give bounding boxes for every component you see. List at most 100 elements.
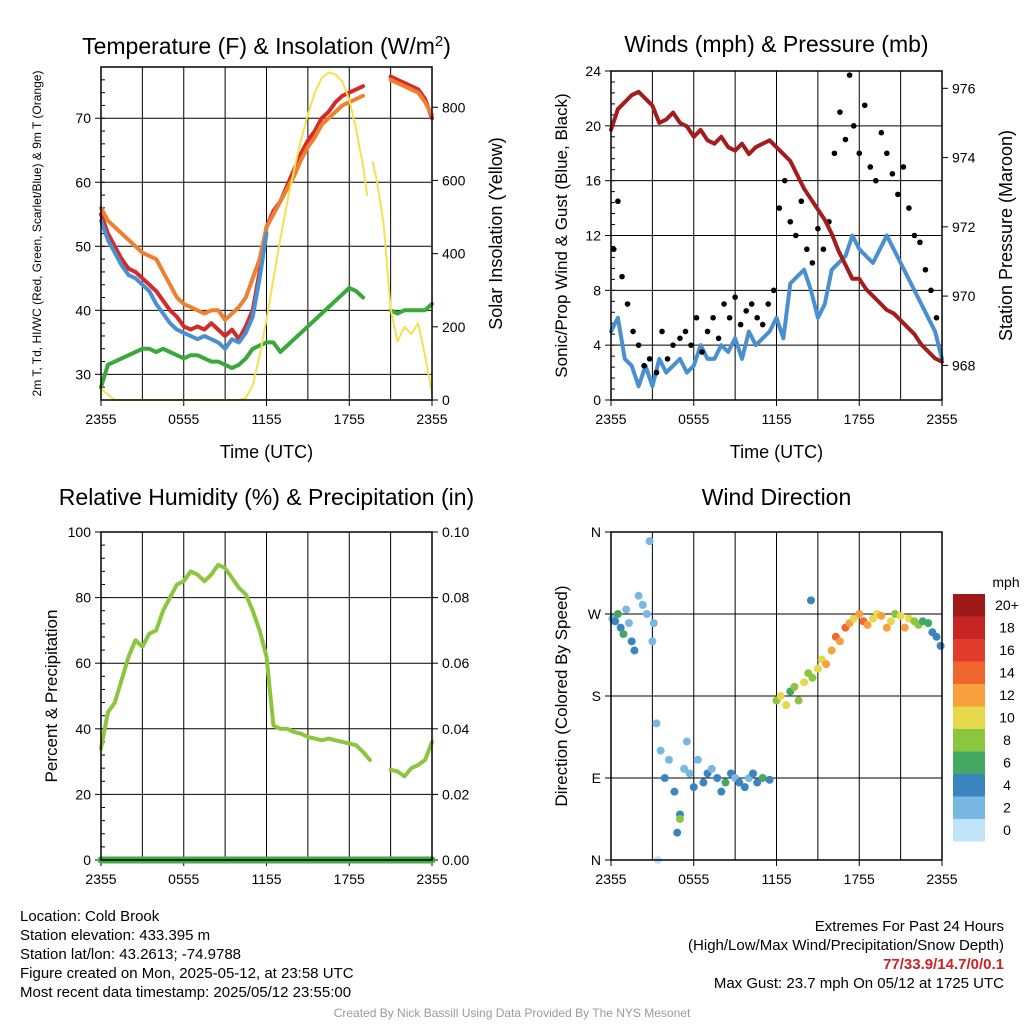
wind-direction-point — [882, 623, 891, 632]
x-tick-label: 1155 — [761, 871, 791, 887]
x-tick-label: 1755 — [334, 871, 365, 887]
extremes-subtitle: (High/Low/Max Wind/Precipitation/Snow De… — [688, 937, 1004, 954]
y-axis-label: 2m T, Td, HI/WC (Red, Green, Scarlet/Blu… — [30, 71, 44, 397]
series-point-gust — [699, 349, 705, 355]
series-line-td — [99, 285, 434, 390]
series-point-gust — [895, 191, 901, 198]
series-point-gust — [850, 123, 857, 129]
y-tick-label: 100 — [68, 524, 92, 540]
colorbar-label: 10 — [999, 710, 1015, 726]
wind-direction-point — [776, 692, 785, 700]
colorbar-swatch — [953, 729, 985, 752]
series-point-gust — [798, 198, 805, 205]
y-tick-label: 40 — [75, 302, 91, 318]
wind-direction-point — [611, 617, 620, 626]
series-line-relative-humidity — [99, 562, 434, 779]
series-point-gust — [682, 328, 689, 335]
y-tick-label: 24 — [585, 63, 601, 79]
y-tick-label: 0 — [83, 852, 91, 868]
series-point-gust — [732, 294, 738, 300]
series-point-gust — [846, 72, 853, 78]
y-right-axis-label: Solar Insolation (Yellow) — [486, 137, 506, 329]
y-right-tick-label: 976 — [952, 80, 976, 96]
x-tick-label: 2355 — [85, 871, 116, 887]
wind-direction-point — [642, 610, 651, 618]
series-point-gust — [900, 164, 907, 170]
y-tick-label: 8 — [593, 282, 601, 298]
series-point-gust — [743, 308, 749, 314]
wind-direction-point — [790, 682, 799, 691]
y-axis-label: Sonic/Prop Wind & Gust (Blue, Black) — [552, 93, 571, 377]
wind-direction-point — [675, 815, 684, 823]
wind-direction-point — [782, 701, 791, 710]
series-point-gust — [754, 314, 760, 321]
y-right-tick-label: 800 — [442, 99, 466, 115]
series-point-gust — [809, 260, 816, 266]
wind-direction-point — [835, 637, 844, 646]
series-point-gust — [933, 314, 940, 321]
y-tick-label: N — [591, 524, 601, 540]
wind-direction-point — [638, 600, 647, 609]
series-point-gust — [793, 232, 799, 239]
colorbar-label: 14 — [999, 665, 1015, 681]
y-tick-label: 4 — [593, 337, 601, 353]
wind-direction-point — [613, 610, 622, 618]
series-point-gust — [889, 171, 896, 177]
wind-direction-point — [652, 719, 661, 728]
series-point-gust — [670, 342, 676, 348]
wind-direction-point — [808, 673, 817, 682]
y-tick-label: 50 — [75, 238, 91, 254]
wind-direction-point — [624, 619, 633, 628]
series-point-gust — [842, 136, 849, 143]
series-point-gust — [837, 109, 843, 115]
series-point-gust — [653, 369, 660, 376]
x-tick-label: 2355 — [416, 411, 447, 427]
x-tick-label: 0555 — [678, 871, 709, 887]
series-point-gust — [759, 321, 766, 328]
wind-direction-point — [794, 696, 803, 705]
extremes-panel: Extremes For Past 24 Hours (High/Low/Max… — [688, 917, 1004, 993]
y-right-tick-label: 0.08 — [442, 590, 469, 606]
wind-direction-point — [682, 737, 691, 746]
colorbar-swatch — [953, 661, 985, 684]
wind-direction-point — [622, 605, 631, 614]
location-text: Location: Cold Brook — [20, 908, 160, 925]
series-point-gust — [781, 177, 788, 184]
series-point-gust — [776, 205, 783, 211]
chart-panel-3 — [95, 531, 438, 866]
wind-direction-point — [664, 755, 673, 764]
wind-direction-point — [877, 611, 886, 620]
x-tick-label: 0555 — [168, 871, 199, 887]
series-point-gust — [804, 246, 810, 253]
plot-frame — [610, 70, 943, 401]
y-right-tick-label: 968 — [952, 357, 976, 373]
series-line-pressure — [609, 89, 944, 364]
series-point-gust — [928, 287, 934, 294]
wind-direction-point — [900, 623, 909, 632]
wind-direction-point — [648, 637, 657, 646]
x-tick-label: 2355 — [595, 411, 626, 427]
y-right-tick-label: 0.00 — [442, 852, 469, 868]
x-tick-label: 0555 — [168, 411, 199, 427]
wind-direction-point — [685, 769, 694, 778]
elevation-text: Station elevation: 433.395 m — [20, 927, 211, 944]
series-point-gust — [710, 314, 716, 321]
wind-direction-point — [680, 764, 689, 773]
y-right-tick-label: 0.10 — [442, 524, 469, 540]
wind-direction-point — [673, 828, 682, 837]
y-right-tick-label: 0.06 — [442, 655, 469, 671]
colorbar-swatch — [953, 751, 985, 774]
y-tick-label: 0 — [593, 392, 601, 408]
wind-direction-point — [749, 769, 758, 778]
series-point-gust — [646, 356, 653, 362]
wind-direction-point — [849, 614, 858, 623]
wind-direction-point — [896, 611, 905, 620]
y-right-axis-label: Station Pressure (Maroon) — [996, 130, 1016, 341]
y-axis-label: Direction (Colored By Speed) — [552, 585, 571, 806]
y-axis-label: Percent & Precipitation — [42, 610, 61, 783]
latlon-text: Station lat/lon: 43.2613; -74.9788 — [20, 946, 242, 963]
series-point-gust — [715, 335, 722, 342]
series-point-gust — [820, 246, 827, 253]
x-tick-label: 1755 — [844, 871, 875, 887]
y-tick-label: 70 — [75, 110, 91, 126]
